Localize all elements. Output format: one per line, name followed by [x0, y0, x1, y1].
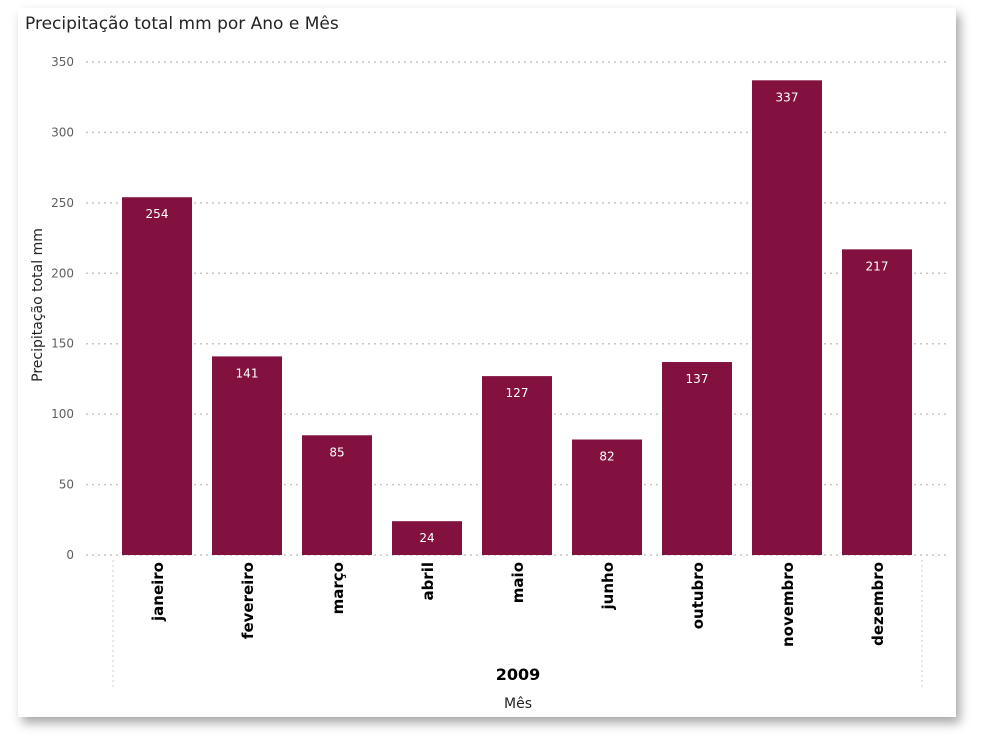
x-tick-label: janeiro — [149, 562, 167, 622]
data-label: 127 — [506, 386, 529, 400]
data-label: 141 — [236, 366, 259, 380]
bar[interactable] — [392, 521, 462, 555]
y-axis-label: Precipitação total mm — [30, 228, 46, 382]
data-label: 137 — [686, 372, 709, 386]
x-tick-label: fevereiro — [239, 562, 257, 639]
x-axis-label: Mês — [504, 696, 532, 712]
data-label: 337 — [776, 90, 799, 104]
y-tick-label: 250 — [51, 196, 74, 210]
bar[interactable] — [662, 362, 732, 555]
x-tick-label: abril — [419, 562, 437, 601]
data-label: 24 — [419, 531, 434, 545]
bar[interactable] — [842, 249, 912, 555]
data-label: 85 — [329, 445, 344, 459]
x-tick-label: junho — [599, 562, 617, 610]
x-tick-label: outubro — [689, 562, 707, 629]
bar[interactable] — [482, 376, 552, 555]
year-group-label: 2009 — [496, 665, 541, 684]
data-label: 217 — [866, 259, 889, 273]
chart-title: Precipitação total mm por Ano e Mês — [25, 14, 339, 34]
y-tick-label: 100 — [51, 407, 74, 421]
y-axis: 0 50 100 150 200 250 300 350 — [51, 55, 74, 562]
y-tick-label: 0 — [66, 548, 74, 562]
y-tick-label: 300 — [51, 125, 74, 139]
data-label: 254 — [146, 207, 169, 221]
bar[interactable] — [122, 197, 192, 556]
data-label: 82 — [599, 449, 614, 463]
x-tick-label: dezembro — [869, 562, 887, 646]
x-tick-label: novembro — [779, 562, 797, 647]
bars: 254 141 85 24 127 82 137 337 217 — [122, 80, 912, 556]
y-tick-label: 200 — [51, 266, 74, 280]
y-tick-label: 350 — [51, 55, 74, 69]
bar[interactable] — [302, 435, 372, 555]
bar[interactable] — [752, 80, 822, 555]
y-tick-label: 50 — [59, 478, 74, 492]
bar[interactable] — [572, 439, 642, 555]
x-tick-label: maio — [509, 562, 527, 603]
y-tick-label: 150 — [51, 337, 74, 351]
x-axis: janeiro fevereiro março abril maio junho outub… — [149, 562, 887, 647]
gridlines — [86, 61, 946, 690]
bar[interactable] — [212, 356, 282, 555]
x-tick-label: março — [329, 562, 347, 614]
